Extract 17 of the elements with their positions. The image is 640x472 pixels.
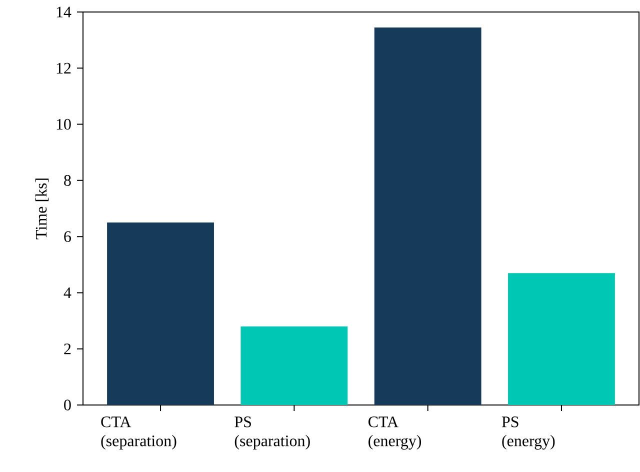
bar (107, 222, 214, 405)
bar (240, 326, 348, 405)
y-tick-label: 12 (56, 62, 71, 74)
y-axis-title: Time [ks] (35, 178, 49, 240)
y-tick-label: 8 (64, 175, 71, 186)
y-tick-label: 10 (56, 118, 71, 130)
bar (508, 273, 615, 405)
x-tick-label: PS (energy) (502, 416, 555, 450)
y-tick-label: 0 (64, 400, 71, 410)
y-tick-label: 6 (64, 231, 71, 242)
x-tick-label: CTA (separation) (101, 416, 176, 450)
y-tick-label: 4 (64, 287, 72, 298)
bar (374, 27, 482, 405)
x-tick-label: CTA (energy) (368, 416, 422, 450)
x-tick-label: PS (separation) (234, 416, 310, 450)
y-tick-label: 14 (56, 6, 72, 18)
y-tick-label: 2 (64, 344, 71, 354)
